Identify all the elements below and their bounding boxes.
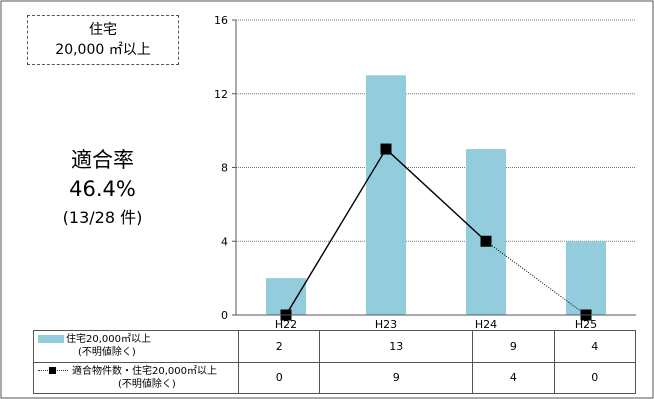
rate-detail: (13/28 件) bbox=[62, 208, 143, 227]
table-cell: 0 bbox=[553, 361, 637, 394]
table-row-line: 適合物件数・住宅20,000㎡以上 (不明値除く) 0 9 4 0 bbox=[33, 361, 637, 394]
bar bbox=[266, 278, 306, 315]
line-legend-swatch bbox=[38, 366, 68, 376]
bar bbox=[366, 75, 406, 315]
x-tick-label: H22 bbox=[275, 318, 297, 331]
compliance-rate: 適合率 46.4% (13/28 件) bbox=[40, 146, 165, 232]
series-line-segment bbox=[285, 148, 387, 316]
y-tick-label: 0 bbox=[221, 309, 228, 322]
line-series-label-line2: (不明値除く) bbox=[118, 378, 176, 390]
series-line-segment bbox=[485, 240, 587, 316]
bar-series-label-line2: (不明値除く) bbox=[78, 347, 136, 359]
bar-series-label-line1: 住宅20,000㎡以上 bbox=[66, 334, 151, 346]
y-tick-label: 4 bbox=[221, 235, 228, 248]
y-tick-label: 16 bbox=[214, 14, 228, 27]
info-box-line2: 20,000 ㎡以上 bbox=[55, 42, 151, 58]
x-tick-label: H23 bbox=[375, 318, 397, 331]
table-cell: 13 bbox=[319, 330, 474, 363]
data-table: 住宅20,000㎡以上 (不明値除く) 2 13 9 4 適合物件数・住宅20,… bbox=[33, 330, 637, 394]
info-box: 住宅 20,000 ㎡以上 bbox=[27, 15, 179, 65]
table-cell: 4 bbox=[553, 330, 637, 363]
bar bbox=[566, 241, 606, 315]
bar-legend-swatch bbox=[38, 335, 64, 344]
line-series-label-line1: 適合物件数・住宅20,000㎡以上 bbox=[72, 365, 217, 377]
table-cell: 2 bbox=[237, 330, 321, 363]
y-tick-label: 12 bbox=[214, 88, 228, 101]
rate-value: 46.4% bbox=[69, 177, 136, 201]
x-tick-label: H25 bbox=[575, 318, 597, 331]
rate-label: 適合率 bbox=[71, 148, 134, 172]
line-point bbox=[380, 143, 392, 155]
table-row-bar: 住宅20,000㎡以上 (不明値除く) 2 13 9 4 bbox=[33, 330, 637, 363]
table-cell: 0 bbox=[237, 361, 321, 394]
info-box-line1: 住宅 bbox=[89, 22, 117, 38]
table-cell: 9 bbox=[472, 330, 555, 363]
table-cell: 4 bbox=[472, 361, 555, 394]
x-tick-label: H24 bbox=[475, 318, 497, 331]
line-series-label: 適合物件数・住宅20,000㎡以上 (不明値除く) bbox=[33, 361, 239, 394]
bar-series-label: 住宅20,000㎡以上 (不明値除く) bbox=[33, 330, 239, 363]
table-cell: 9 bbox=[319, 361, 474, 394]
y-tick-label: 8 bbox=[221, 162, 228, 175]
series-line-segment bbox=[385, 148, 487, 242]
bar bbox=[466, 149, 506, 315]
line-point bbox=[480, 235, 492, 247]
